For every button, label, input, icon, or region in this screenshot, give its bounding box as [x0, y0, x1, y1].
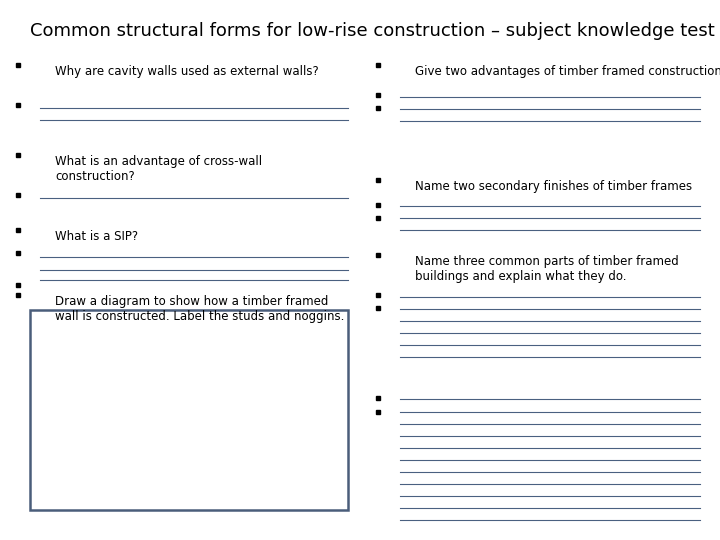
Text: What is an advantage of cross-wall
construction?: What is an advantage of cross-wall const…	[55, 155, 262, 183]
Text: Why are cavity walls used as external walls?: Why are cavity walls used as external wa…	[55, 65, 319, 78]
Text: Give two advantages of timber framed construction: Give two advantages of timber framed con…	[415, 65, 720, 78]
Text: Common structural forms for low-rise construction – subject knowledge test: Common structural forms for low-rise con…	[30, 22, 715, 40]
Text: Draw a diagram to show how a timber framed
wall is constructed. Label the studs : Draw a diagram to show how a timber fram…	[55, 295, 344, 323]
Text: Name three common parts of timber framed
buildings and explain what they do.: Name three common parts of timber framed…	[415, 255, 679, 283]
Bar	[30, 310, 348, 510]
Text: What is a SIP?: What is a SIP?	[55, 230, 138, 243]
Text: Name two secondary finishes of timber frames: Name two secondary finishes of timber fr…	[415, 180, 692, 193]
